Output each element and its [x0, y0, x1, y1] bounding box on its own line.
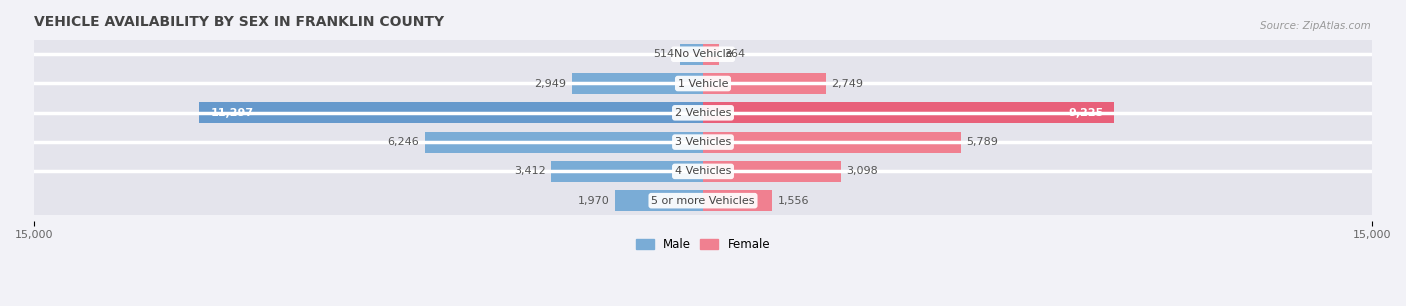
- Text: 6,246: 6,246: [388, 137, 419, 147]
- Text: 364: 364: [724, 49, 745, 59]
- Text: 3,412: 3,412: [513, 166, 546, 176]
- Bar: [34, 39, 1372, 69]
- Bar: [551, 161, 703, 182]
- Bar: [200, 102, 703, 123]
- Bar: [34, 128, 1372, 157]
- Text: 2,949: 2,949: [534, 79, 567, 88]
- Bar: [34, 186, 1372, 215]
- Bar: [571, 73, 703, 94]
- Bar: [34, 157, 1372, 186]
- Bar: [703, 73, 825, 94]
- Bar: [703, 132, 962, 153]
- Text: 3 Vehicles: 3 Vehicles: [675, 137, 731, 147]
- Text: 2,749: 2,749: [831, 79, 863, 88]
- Text: 2 Vehicles: 2 Vehicles: [675, 108, 731, 118]
- Text: 11,297: 11,297: [211, 108, 253, 118]
- Legend: Male, Female: Male, Female: [631, 233, 775, 256]
- Text: 5 or more Vehicles: 5 or more Vehicles: [651, 196, 755, 206]
- Text: 4 Vehicles: 4 Vehicles: [675, 166, 731, 176]
- Text: 514: 514: [654, 49, 675, 59]
- Text: No Vehicle: No Vehicle: [673, 49, 733, 59]
- Bar: [681, 44, 703, 65]
- Text: 5,789: 5,789: [966, 137, 998, 147]
- Text: 1,556: 1,556: [778, 196, 810, 206]
- Bar: [425, 132, 703, 153]
- Bar: [34, 98, 1372, 128]
- Text: Source: ZipAtlas.com: Source: ZipAtlas.com: [1260, 21, 1371, 32]
- Bar: [703, 44, 720, 65]
- Bar: [703, 102, 1115, 123]
- Text: VEHICLE AVAILABILITY BY SEX IN FRANKLIN COUNTY: VEHICLE AVAILABILITY BY SEX IN FRANKLIN …: [34, 15, 444, 29]
- Bar: [703, 161, 841, 182]
- Text: 9,225: 9,225: [1069, 108, 1104, 118]
- Text: 3,098: 3,098: [846, 166, 879, 176]
- Bar: [616, 190, 703, 211]
- Bar: [703, 190, 772, 211]
- Text: 1,970: 1,970: [578, 196, 610, 206]
- Text: 1 Vehicle: 1 Vehicle: [678, 79, 728, 88]
- Bar: [34, 69, 1372, 98]
